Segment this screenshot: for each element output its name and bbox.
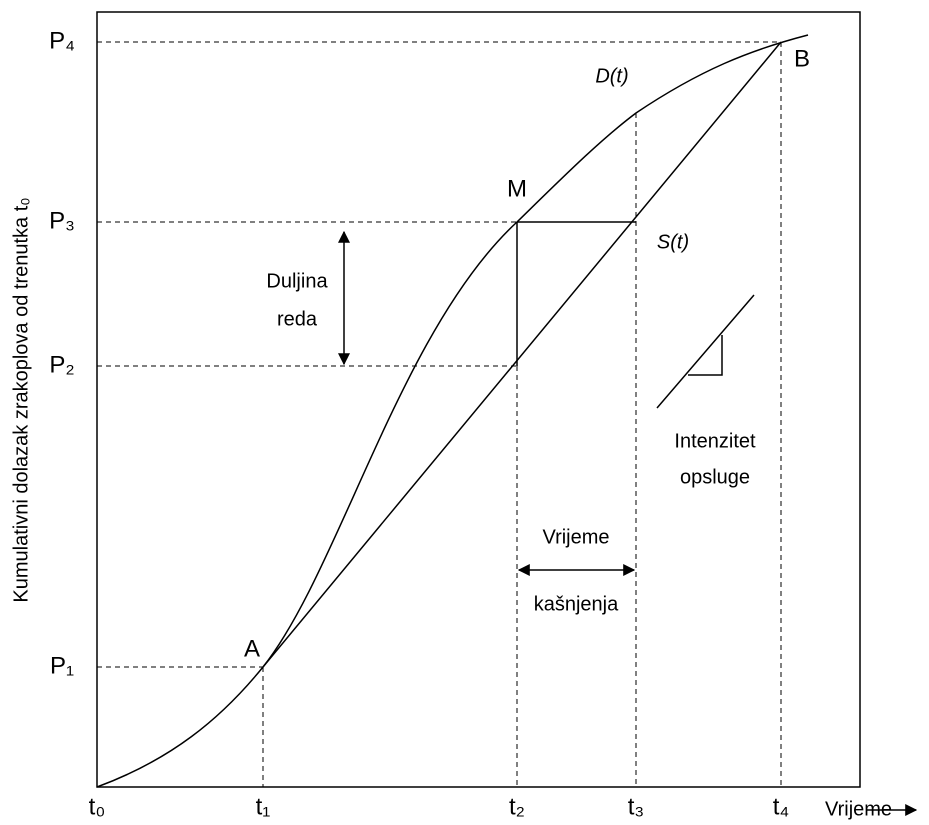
x-tick: t₀ <box>89 793 106 820</box>
annotation: kašnjenja <box>534 593 619 615</box>
demand-curve <box>96 34 809 788</box>
x-tick: t₁ <box>256 793 271 820</box>
curve-label: D(t) <box>595 65 628 87</box>
y-tick: P₃ <box>49 207 75 234</box>
x-label: Vrijeme <box>825 798 892 820</box>
y-tick: P₂ <box>49 351 74 378</box>
point-label: B <box>794 45 810 72</box>
service-curve <box>262 41 782 668</box>
frame <box>96 11 861 788</box>
y-tick: P₄ <box>49 27 75 54</box>
point-label: M <box>507 175 527 202</box>
x-tick: t₂ <box>509 793 525 820</box>
y-tick: P₁ <box>50 652 74 679</box>
annotation: Intenzitet <box>674 430 756 452</box>
curve-label: S(t) <box>657 231 689 253</box>
annotation: reda <box>277 308 318 330</box>
x-tick: t₃ <box>628 793 644 820</box>
y-label: Kumulativni dolazak zrakoplova od trenut… <box>10 197 32 602</box>
annotation: Duljina <box>266 270 328 292</box>
x-tick: t₄ <box>773 793 789 820</box>
annotation: Vrijeme <box>542 526 609 548</box>
slope-icon <box>656 294 755 409</box>
annotation: opsluge <box>680 466 750 488</box>
guides <box>97 41 782 787</box>
point-label: A <box>244 635 260 662</box>
